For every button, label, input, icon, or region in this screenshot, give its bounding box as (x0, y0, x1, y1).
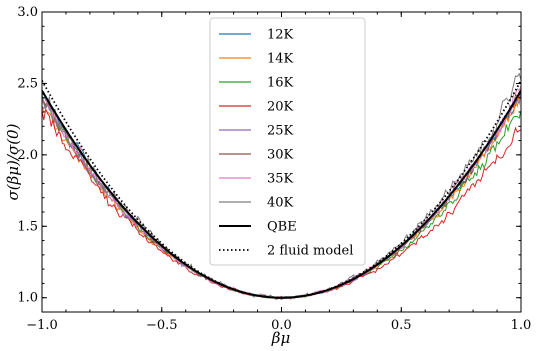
x-tick-label: −1.0 (26, 318, 58, 333)
legend-label: QBE (267, 220, 297, 235)
legend-label: 20K (267, 100, 294, 115)
x-axis-label: βμ (271, 329, 290, 347)
legend-label: 35K (267, 172, 294, 187)
y-tick-label: 1.0 (17, 291, 38, 306)
legend-label: 25K (267, 124, 294, 139)
legend-label: 30K (267, 148, 294, 163)
y-tick-label: 1.5 (17, 219, 38, 234)
x-tick-label: 0.0 (271, 318, 292, 333)
series-line-qbe (42, 90, 521, 299)
legend-label: 14K (267, 52, 294, 67)
y-tick-label: 2.5 (17, 76, 38, 91)
legend-label: 40K (267, 196, 294, 211)
series-layer (42, 72, 521, 301)
x-tick-label: 1.0 (511, 318, 532, 333)
series-line-2-fluid-model (42, 80, 521, 299)
y-axis-label: σ(βμ)/σ(0) (4, 123, 22, 200)
y-tick-label: 2.0 (17, 148, 38, 163)
legend-label: 12K (267, 28, 294, 43)
series-line-40k (42, 72, 521, 301)
legend: 12K 14K 16K 20K 25K 30K 35K 40K QBE 2 fluid model (209, 17, 366, 266)
x-tick-label: 0.5 (391, 318, 412, 333)
legend-label: 2 fluid model (267, 244, 353, 259)
ticks-layer: −1.0 −0.5 0.0 0.5 1.0 1.0 1.5 2.0 2.5 3.0 (17, 5, 531, 333)
y-tick-label: 3.0 (17, 5, 38, 20)
legend-frame (209, 17, 366, 266)
legend-label: 16K (267, 76, 294, 91)
x-tick-label: −0.5 (146, 318, 178, 333)
